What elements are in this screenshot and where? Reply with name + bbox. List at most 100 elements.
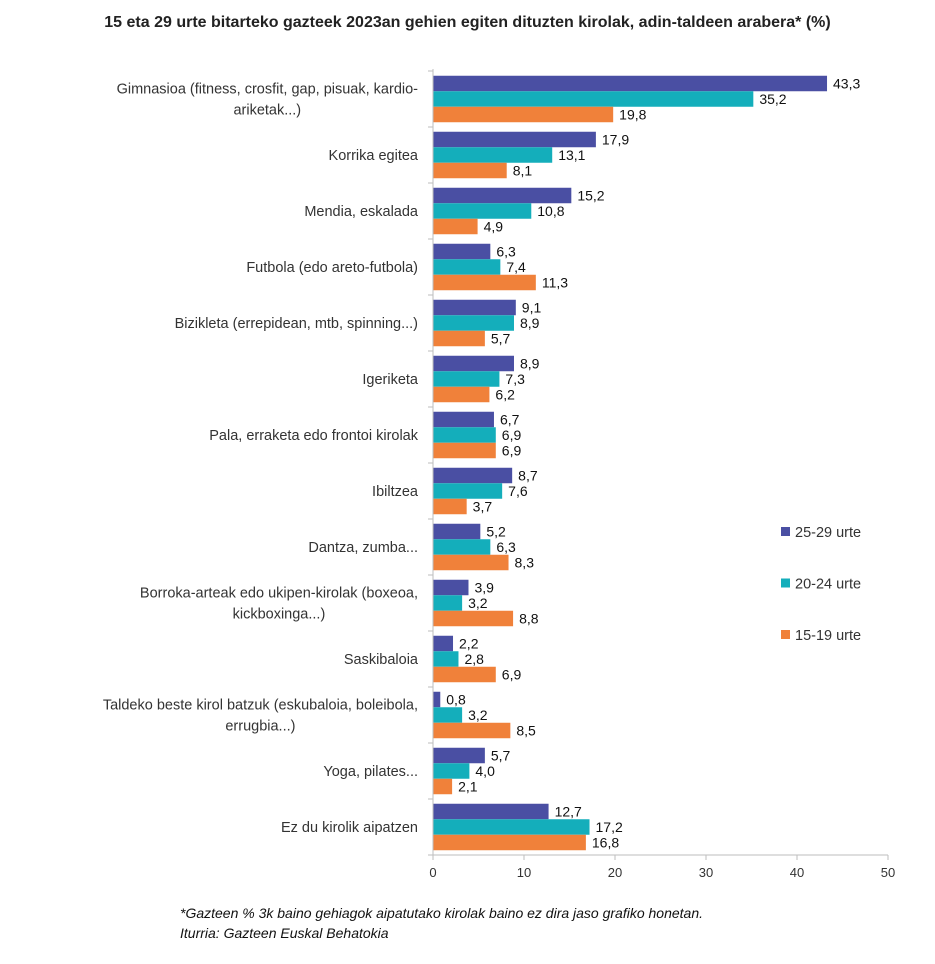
data-label: 17,2: [596, 819, 623, 835]
category-label: Korrika egitea: [329, 148, 419, 164]
category-label: Bizikleta (errepidean, mtb, spinning...): [175, 316, 418, 332]
x-tick-label: 0: [429, 865, 436, 880]
bar: [433, 763, 470, 779]
category-label: Ez du kirolik aipatzen: [281, 820, 418, 836]
bar: [433, 803, 549, 820]
data-label: 8,9: [520, 315, 540, 331]
bar: [433, 666, 496, 683]
bars: [433, 75, 828, 851]
data-label: 6,3: [496, 244, 516, 260]
bar: [433, 819, 590, 835]
bar: [433, 187, 572, 204]
bar: [433, 778, 453, 795]
x-tick-label: 10: [517, 865, 531, 880]
footnote-note: *Gazteen % 3k baino gehiagok aipatutako …: [180, 905, 704, 921]
data-label: 13,1: [558, 147, 585, 163]
data-label: 4,9: [484, 219, 504, 235]
bar: [433, 131, 596, 148]
data-label: 5,7: [491, 748, 511, 764]
data-label: 3,2: [468, 595, 488, 611]
bar: [433, 595, 463, 611]
bar: [433, 162, 507, 179]
chart-title: 15 eta 29 urte bitarteko gazteek 2023an …: [104, 14, 831, 31]
category-label: Saskibaloia: [344, 652, 419, 668]
bar: [433, 554, 509, 571]
data-label: 7,6: [508, 483, 528, 499]
legend-swatch: [781, 527, 790, 536]
data-label: 17,9: [602, 132, 629, 148]
data-label: 2,2: [459, 636, 479, 652]
x-tick-label: 40: [790, 865, 804, 880]
data-label: 8,5: [516, 723, 536, 739]
legend-swatch: [781, 630, 790, 639]
bar: [433, 427, 496, 443]
footnote: *Gazteen % 3k baino gehiagok aipatutako …: [180, 903, 703, 943]
bar: [433, 218, 478, 235]
bar: [433, 315, 514, 331]
data-label: 6,9: [502, 667, 522, 683]
x-tick-label: 20: [608, 865, 622, 880]
bar: [433, 274, 536, 291]
data-label: 6,9: [502, 443, 522, 459]
data-label: 8,7: [518, 468, 538, 484]
bar: [433, 411, 494, 428]
category-label: Borroka-arteak edo ukipen-kirolak (boxeo…: [140, 586, 418, 602]
data-label: 2,1: [458, 779, 478, 795]
bar: [433, 259, 501, 275]
bar: [433, 467, 513, 484]
category-label: kickboxinga...): [233, 607, 326, 623]
category-label: Futbola (edo areto-futbola): [246, 260, 418, 276]
category-label: Igeriketa: [362, 372, 419, 388]
bar: [433, 523, 481, 540]
bar: [433, 299, 516, 316]
bar: [433, 651, 459, 667]
data-label: 10,8: [537, 203, 564, 219]
data-label: 7,4: [506, 259, 526, 275]
data-label: 8,9: [520, 356, 540, 372]
bar: [433, 243, 491, 260]
data-label: 11,3: [542, 275, 568, 291]
legend-label: 25-29 urte: [795, 525, 861, 541]
bar: [433, 747, 485, 764]
bar: [433, 539, 491, 555]
data-label: 2,8: [464, 651, 484, 667]
category-label: ariketak...): [233, 103, 301, 119]
category-label: Taldeko beste kirol batzuk (eskubaloia, …: [103, 698, 418, 714]
category-label: errugbia...): [225, 719, 295, 735]
legend-label: 15-19 urte: [795, 628, 861, 644]
bar: [433, 203, 532, 219]
category-label: Pala, erraketa edo frontoi kirolak: [209, 428, 418, 444]
x-tick-label: 50: [881, 865, 895, 880]
data-label: 6,2: [495, 387, 515, 403]
value-labels: 43,335,219,817,913,18,115,210,84,96,37,4…: [446, 76, 860, 851]
data-label: 7,3: [505, 371, 525, 387]
bar: [433, 483, 503, 499]
bar: [433, 106, 614, 123]
bar: [433, 371, 500, 387]
data-label: 9,1: [522, 300, 542, 316]
legend: 25-29 urte 20-24 urte 15-19 urte: [781, 525, 861, 644]
bar: [433, 442, 496, 459]
data-label: 6,3: [496, 539, 516, 555]
legend-label: 20-24 urte: [795, 577, 861, 593]
bar: [433, 635, 454, 652]
category-label: Ibiltzea: [372, 484, 419, 500]
category-label: Dantza, zumba...: [308, 540, 418, 556]
bar: [433, 707, 463, 723]
x-tick-label: 30: [699, 865, 713, 880]
bar: [433, 722, 511, 739]
data-label: 5,2: [486, 524, 506, 540]
bar: [433, 498, 467, 515]
bar: [433, 355, 514, 372]
bar: [433, 330, 485, 347]
category-label: Mendia, eskalada: [304, 204, 419, 220]
category-label: Yoga, pilates...: [323, 764, 418, 780]
data-label: 0,8: [446, 692, 466, 708]
bar: [433, 691, 441, 708]
axes: 0 10 20 30 40 50: [428, 69, 895, 880]
data-label: 8,1: [513, 163, 533, 179]
data-label: 19,8: [619, 107, 646, 123]
data-label: 4,0: [475, 763, 495, 779]
bar: [433, 386, 490, 403]
category-labels: Gimnasioa (fitness, crosfit, gap, pisuak…: [103, 82, 419, 837]
